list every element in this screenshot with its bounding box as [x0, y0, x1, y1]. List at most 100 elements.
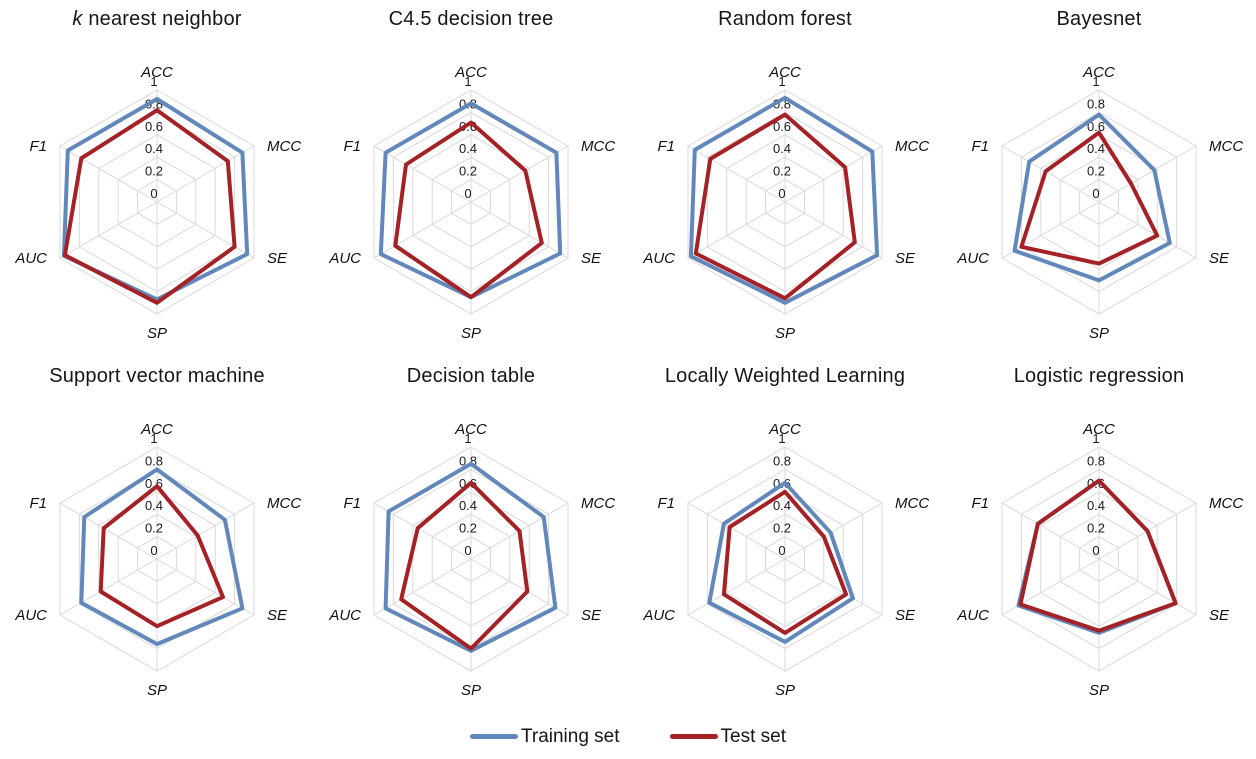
axis-label-f1: F1: [343, 495, 361, 512]
grid-ring: [765, 179, 805, 225]
training-set-line-swatch: [469, 734, 518, 739]
axis-label-acc: ACC: [454, 64, 487, 81]
tick-label: 0.4: [1087, 141, 1105, 156]
series-test-set: [399, 480, 530, 651]
axis-label-se: SE: [1209, 250, 1230, 267]
axis-label-acc: ACC: [768, 64, 801, 81]
tick-label: 0.4: [145, 498, 163, 513]
grid-ring: [726, 134, 844, 270]
axis-label-mcc: MCC: [895, 495, 929, 512]
axis-label-se: SE: [581, 250, 602, 267]
tick-label: 0.4: [773, 141, 791, 156]
axis-label-se: SE: [581, 607, 602, 624]
grid-spoke: [784, 558, 883, 616]
tick-label: 0: [150, 186, 157, 201]
series-test-set: [62, 108, 237, 305]
title-text: Random forest: [718, 8, 852, 30]
grid-spoke: [784, 502, 883, 560]
tick-label: 0.4: [1087, 498, 1105, 513]
series-test-set: [721, 489, 849, 635]
chart-title: C4.5 decision tree: [314, 0, 628, 42]
axis-label-sp: SP: [461, 682, 481, 699]
grid-spoke: [59, 502, 158, 560]
chart-logistic-regression: Logistic regression 0 0.2 0.4 0.6 0.8 1 ACC MCC…: [942, 357, 1256, 714]
grid-ring: [765, 536, 805, 582]
grid-ring: [451, 179, 491, 225]
axis-label-acc: ACC: [140, 64, 173, 81]
tick-label: 0: [1092, 543, 1099, 558]
tick-label: 1: [150, 431, 157, 446]
chart-random-forest: Random forest 0 0.2 0.4 0.6 0.8 1 ACC MCC SE SP AU…: [628, 0, 942, 357]
grid-ring: [1040, 134, 1158, 270]
grid-ring: [687, 446, 883, 672]
chart-title: Bayesnet: [942, 0, 1256, 42]
axis-label-f1: F1: [657, 138, 675, 155]
radar-grid: [59, 446, 255, 672]
title-italic-prefix: k: [72, 8, 83, 30]
tick-label: 0.2: [459, 164, 477, 179]
tick-label: 0.4: [459, 498, 477, 513]
grid-spoke: [156, 201, 255, 259]
grid-spoke: [1098, 201, 1197, 259]
grid-ring: [451, 536, 491, 582]
axis-label-mcc: MCC: [581, 138, 615, 155]
grid-ring: [706, 111, 864, 293]
chart-title: Decision table: [314, 357, 628, 399]
grid-spoke: [784, 145, 883, 203]
tick-label: 0: [1092, 186, 1099, 201]
tick-label: 0.6: [773, 119, 791, 134]
axis-label-acc: ACC: [1082, 421, 1115, 438]
grid-ring: [59, 446, 255, 672]
axis-label-f1: F1: [657, 495, 675, 512]
axis-label-mcc: MCC: [1209, 138, 1243, 155]
grid-spoke: [156, 558, 255, 616]
chart-c45-decision-tree: C4.5 decision tree 0 0.2 0.4 0.6 0.8 1 ACC MCC S…: [314, 0, 628, 357]
grid-spoke: [470, 558, 569, 616]
axis-label-acc: ACC: [454, 421, 487, 438]
axis-label-acc: ACC: [140, 421, 173, 438]
title-text: Decision table: [406, 365, 536, 387]
tick-label: 0: [150, 543, 157, 558]
axis-label-f1: F1: [971, 495, 989, 512]
grid-ring: [1059, 513, 1139, 605]
grid-ring: [137, 179, 177, 225]
grid-spoke: [687, 558, 786, 616]
tick-label: 0: [464, 543, 471, 558]
tick-label: 0.4: [145, 141, 163, 156]
grid-ring: [59, 89, 255, 315]
chart-bayesnet: Bayesnet 0 0.2 0.4 0.6 0.8 1 ACC MCC SE SP AUC F1: [942, 0, 1256, 357]
axis-label-se: SE: [1209, 607, 1230, 624]
grid-spoke: [373, 201, 472, 259]
axis-label-sp: SP: [461, 325, 481, 342]
chart-row-2: Support vector machine 0 0.2 0.4 0.6 0.8 1 ACC…: [0, 357, 1256, 714]
tick-label: 0.2: [459, 521, 477, 536]
legend: Training set Test set: [0, 714, 1256, 759]
grid-spoke: [470, 201, 569, 259]
grid-spoke: [373, 558, 472, 616]
series-test-set: [98, 484, 225, 629]
axis-label-auc: AUC: [642, 250, 675, 267]
grid-ring: [1001, 446, 1197, 672]
axis-label-f1: F1: [29, 138, 47, 155]
tick-label: 0.2: [145, 164, 163, 179]
chart-title: Random forest: [628, 0, 942, 42]
axis-label-sp: SP: [1089, 682, 1109, 699]
test-set-line-swatch: [669, 734, 718, 739]
axis-label-auc: AUC: [328, 250, 361, 267]
axis-label-f1: F1: [29, 495, 47, 512]
radar-grid: [1001, 89, 1197, 315]
radar-grid: [687, 89, 883, 315]
legend-item-test: Test set: [669, 726, 786, 748]
tick-label: 0.2: [1087, 521, 1105, 536]
grid-ring: [117, 513, 197, 605]
grid-spoke: [687, 201, 786, 259]
grid-spoke: [156, 145, 255, 203]
tick-label: 1: [464, 74, 471, 89]
grid-ring: [1059, 156, 1139, 248]
tick-label: 0.8: [773, 453, 791, 468]
